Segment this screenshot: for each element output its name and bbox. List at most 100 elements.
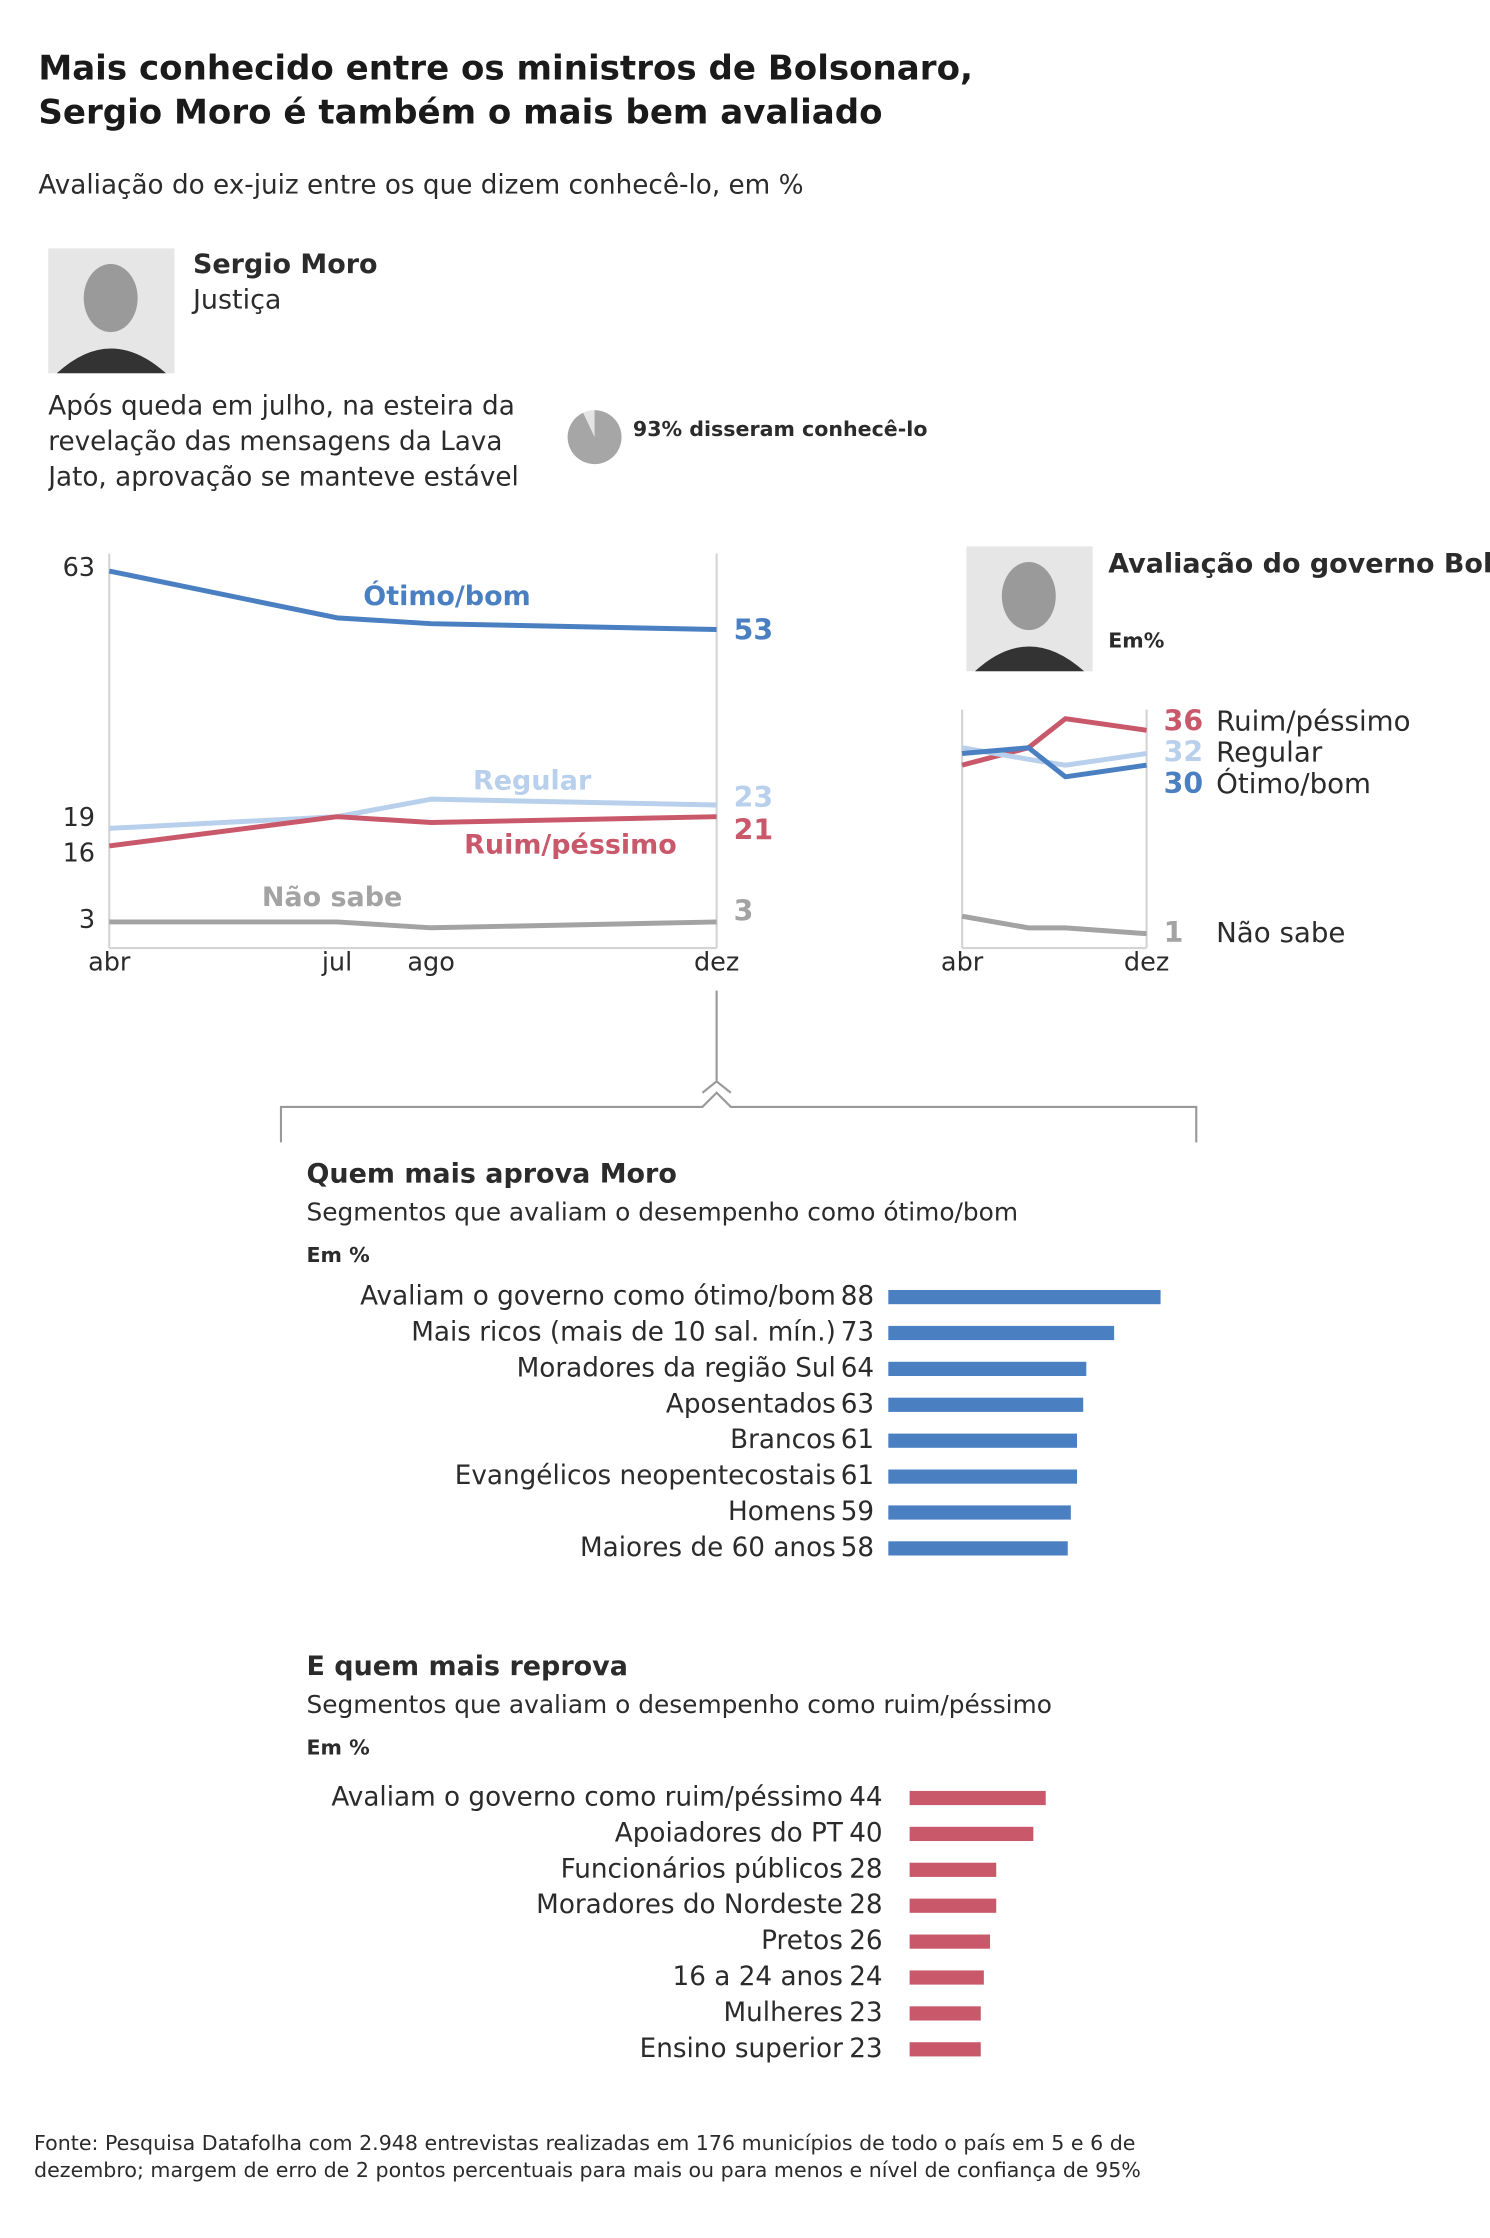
bar [909,2042,981,2057]
bar [909,2006,981,2021]
pie-slice [567,410,622,465]
category-label: Evangélicos neopentecostais [455,1461,836,1491]
value-label: 44 [849,1783,882,1813]
bar [909,1862,997,1877]
category-label: 16 a 24 anos [673,1962,843,1992]
bar [888,1397,1084,1412]
series-name: Regular [473,765,592,796]
category-label: Homens [728,1497,836,1527]
bar [909,1826,1034,1842]
start-value-label: 16 [63,838,95,868]
end-value-label: 32 [1164,736,1204,769]
value-label: 24 [849,1962,882,1992]
series-name: Ótimo/bom [363,580,530,612]
series-name: Ótimo/bom [1216,766,1371,800]
series-line [108,814,717,849]
bar [888,1469,1078,1484]
value-label: 64 [841,1353,874,1383]
unit-label: Em % [307,1735,370,1759]
value-label: 23 [849,1998,882,2028]
moro-photo [48,248,175,374]
chart-subtitle: Segmentos que avaliam o desempenho como … [307,1690,1052,1719]
end-value-label: 21 [734,814,774,847]
start-value-label: 63 [63,553,95,583]
category-label: Ensino superior [640,2034,844,2064]
x-tick-label: dez [1124,948,1169,978]
category-label: Maiores de 60 anos [580,1533,836,1563]
chart-subtitle: Em% [1108,628,1164,652]
bar [888,1325,1115,1341]
x-tick-label: jul [321,948,352,978]
start-value-label: 3 [79,905,95,935]
source: Fonte: Pesquisa Datafolha com 2.948 entr… [34,2132,1141,2183]
series-name: Não sabe [1216,916,1345,949]
end-value-label: 53 [734,614,774,647]
series-line [961,913,1147,937]
series-line [109,919,717,931]
x-tick-label: dez [694,948,739,978]
chart-title: Avaliação do governo Bolsonaro [1108,548,1490,579]
value-label: 61 [841,1461,874,1491]
end-value-label: 30 [1164,767,1204,800]
series-line [109,796,717,831]
subtitle: Avaliação do ex-juiz entre os que dizem … [38,170,803,200]
category-label: Avaliam o governo como ruim/péssimo [331,1783,843,1813]
category-label: Moradores do Nordeste [536,1890,843,1920]
value-label: 23 [849,2034,882,2064]
person-name: Sergio Moro [193,249,378,280]
unit-label: Em % [307,1243,370,1267]
x-tick-label: abr [88,948,131,978]
end-value-label: 3 [734,895,754,928]
category-label: Funcionários públicos [561,1854,843,1884]
title: Mais conhecido entre os ministros de Bol… [38,48,973,133]
series-line [961,745,1147,780]
value-label: 61 [841,1425,874,1455]
category-label: Brancos [730,1425,836,1455]
category-label: Mais ricos (mais de 10 sal. mín.) [411,1317,836,1347]
pie-label: 93% disseram conhecê-lo [633,417,928,441]
value-label: 63 [841,1389,874,1419]
end-value-label: 36 [1164,704,1204,737]
category-label: Pretos [761,1926,843,1956]
bar [909,1934,991,1949]
chart-subtitle: Segmentos que avaliam o desempenho como … [307,1197,1019,1226]
end-value-label: 1 [1164,916,1184,949]
category-label: Apoiadores do PT [615,1818,844,1848]
series-line [961,716,1147,768]
x-tick-label: abr [941,948,984,978]
series-name: Regular [1216,736,1323,769]
bar [888,1361,1087,1376]
category-label: Moradores da região Sul [517,1353,836,1383]
series-line [108,568,717,633]
value-label: 28 [849,1854,882,1884]
value-label: 59 [841,1497,874,1527]
value-label: 88 [841,1282,874,1312]
chart-title: Quem mais aprova Moro [307,1159,677,1190]
category-label: Aposentados [666,1389,836,1419]
connector [279,990,1198,1143]
bar [888,1541,1068,1556]
bolsonaro-photo [966,546,1093,672]
end-value-label: 23 [734,781,774,814]
value-label: 28 [849,1890,882,1920]
note-box: Após queda em julho, na esteira da revel… [48,391,519,493]
note: Após queda em julho, na esteira da revel… [48,391,519,493]
value-label: 40 [849,1818,882,1848]
series-name: Não sabe [262,882,402,913]
category-label: Mulheres [723,1998,842,2028]
value-label: 26 [849,1926,882,1956]
x-tick-label: ago [407,948,454,978]
source-box: Fonte: Pesquisa Datafolha com 2.948 entr… [34,2132,1141,2183]
bar [909,1790,1046,1806]
bar [909,1898,997,1913]
value-label: 73 [841,1317,874,1347]
series-name: Ruim/péssimo [464,829,677,860]
person-role: Justiça [191,284,281,315]
bar [888,1505,1071,1520]
chart-title: E quem mais reprova [307,1651,628,1682]
title-box: Mais conhecido entre os ministros de Bol… [38,48,973,133]
value-label: 58 [841,1533,874,1563]
bar [888,1433,1078,1448]
